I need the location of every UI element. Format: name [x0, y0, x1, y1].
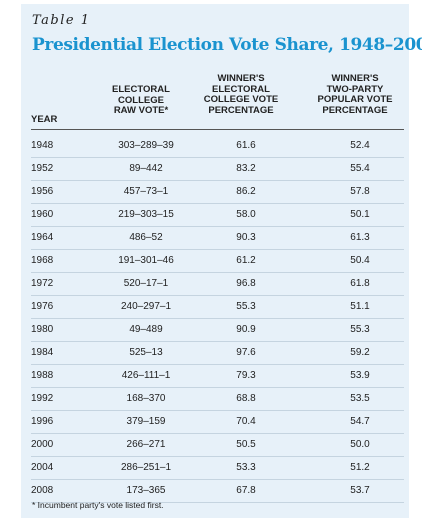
cell-year: 2004 — [31, 462, 54, 473]
cell-electoral-percentage: 55.3 — [236, 301, 256, 312]
cell-year: 1972 — [31, 278, 54, 289]
cell-popular-percentage: 59.2 — [350, 347, 370, 358]
table-row: 1988 426–111–1 79.3 53.9 — [31, 365, 404, 388]
table-row: 1968 191–301–46 61.2 50.4 — [31, 250, 404, 273]
cell-year: 1980 — [31, 324, 54, 335]
cell-electoral-percentage: 61.2 — [236, 255, 256, 266]
cell-electoral-percentage: 97.6 — [236, 347, 256, 358]
cell-popular-percentage: 55.4 — [350, 163, 370, 174]
cell-electoral-raw-vote: 191–301–46 — [118, 255, 174, 266]
cell-year: 1956 — [31, 186, 54, 197]
footnote: * Incumbent party's vote listed first. — [32, 500, 164, 510]
table-row: 1996 379–159 70.4 54.7 — [31, 411, 404, 434]
cell-year: 1988 — [31, 370, 54, 381]
cell-year: 1968 — [31, 255, 54, 266]
table-row: 1980 49–489 90.9 55.3 — [31, 319, 404, 342]
cell-electoral-percentage: 79.3 — [236, 370, 256, 381]
table-panel: Table 1 Presidential Election Vote Share… — [21, 4, 422, 518]
table-row: 1992 168–370 68.8 53.5 — [31, 388, 404, 411]
table-row: 1984 525–13 97.6 59.2 — [31, 342, 404, 365]
cell-electoral-raw-vote: 266–271 — [126, 439, 166, 450]
cell-popular-percentage: 53.5 — [350, 393, 370, 404]
cell-electoral-percentage: 83.2 — [236, 163, 256, 174]
header-rule — [31, 129, 404, 130]
cell-electoral-raw-vote: 219–303–15 — [118, 209, 174, 220]
cell-popular-percentage: 55.3 — [350, 324, 370, 335]
cell-electoral-percentage: 86.2 — [236, 186, 256, 197]
cell-popular-percentage: 50.0 — [350, 439, 370, 450]
table-row: 1952 89–442 83.2 55.4 — [31, 158, 404, 181]
cell-popular-percentage: 52.4 — [350, 140, 370, 151]
table-title: Presidential Election Vote Share, 1948–2… — [32, 35, 422, 55]
cell-year: 1960 — [31, 209, 54, 220]
cell-popular-percentage: 50.4 — [350, 255, 370, 266]
cell-year: 2008 — [31, 485, 54, 496]
cell-electoral-percentage: 58.0 — [236, 209, 256, 220]
cell-year: 1964 — [31, 232, 54, 243]
cell-year: 1976 — [31, 301, 54, 312]
table-body: 1948 303–289–39 61.6 52.4 1952 89–442 83.2 55.4… — [31, 135, 404, 503]
cell-electoral-percentage: 53.3 — [236, 462, 256, 473]
table-row: 1964 486–52 90.3 61.3 — [31, 227, 404, 250]
cell-electoral-percentage: 50.5 — [236, 439, 256, 450]
cell-electoral-raw-vote: 457–73–1 — [123, 186, 169, 197]
table-row: 1972 520–17–1 96.8 61.8 — [31, 273, 404, 296]
cell-year: 1992 — [31, 393, 54, 404]
cell-electoral-raw-vote: 286–251–1 — [120, 462, 172, 473]
cell-electoral-percentage: 96.8 — [236, 278, 256, 289]
cell-electoral-percentage: 68.8 — [236, 393, 256, 404]
cell-electoral-raw-vote: 89–442 — [129, 163, 163, 174]
cell-year: 1952 — [31, 163, 54, 174]
cell-electoral-raw-vote: 426–111–1 — [121, 370, 171, 381]
cell-electoral-raw-vote: 168–370 — [126, 393, 166, 404]
cell-popular-percentage: 51.2 — [350, 462, 370, 473]
cell-year: 1948 — [31, 140, 54, 151]
header-popular-percentage: WINNER'S TWO-PARTY POPULAR VOTE PERCENTA… — [317, 73, 393, 116]
cell-electoral-percentage: 67.8 — [236, 485, 256, 496]
cell-popular-percentage: 53.9 — [350, 370, 370, 381]
table-row: 1960 219–303–15 58.0 50.1 — [31, 204, 404, 227]
table-row: 2000 266–271 50.5 50.0 — [31, 434, 404, 457]
table-row: 1956 457–73–1 86.2 57.8 — [31, 181, 404, 204]
cell-popular-percentage: 50.1 — [350, 209, 370, 220]
table-label: Table 1 — [32, 13, 91, 28]
cell-electoral-raw-vote: 303–289–39 — [118, 140, 174, 151]
table-row: 2008 173–365 67.8 53.7 — [31, 480, 404, 503]
table-row: 1976 240–297–1 55.3 51.1 — [31, 296, 404, 319]
cell-electoral-raw-vote: 520–17–1 — [123, 278, 169, 289]
cell-popular-percentage: 51.1 — [350, 301, 370, 312]
cell-electoral-raw-vote: 173–365 — [126, 485, 166, 496]
table-row: 2004 286–251–1 53.3 51.2 — [31, 457, 404, 480]
cell-popular-percentage: 61.3 — [350, 232, 370, 243]
header-electoral-raw-vote: ELECTORAL COLLEGE RAW VOTE* — [112, 84, 170, 116]
cell-popular-percentage: 57.8 — [350, 186, 370, 197]
cell-popular-percentage: 53.7 — [350, 485, 370, 496]
cell-popular-percentage: 54.7 — [350, 416, 370, 427]
header-year: YEAR — [31, 114, 58, 125]
cell-electoral-percentage: 70.4 — [236, 416, 256, 427]
cell-popular-percentage: 61.8 — [350, 278, 370, 289]
cell-electoral-percentage: 90.9 — [236, 324, 256, 335]
table-row: 1948 303–289–39 61.6 52.4 — [31, 135, 404, 158]
cell-electoral-raw-vote: 49–489 — [129, 324, 163, 335]
header-electoral-percentage: WINNER'S ELECTORAL COLLEGE VOTE PERCENTA… — [203, 73, 279, 116]
cell-electoral-raw-vote: 486–52 — [129, 232, 163, 243]
cell-year: 2000 — [31, 439, 54, 450]
cell-electoral-raw-vote: 379–159 — [126, 416, 166, 427]
cell-year: 1984 — [31, 347, 54, 358]
cell-electoral-percentage: 61.6 — [236, 140, 256, 151]
cell-electoral-raw-vote: 525–13 — [129, 347, 163, 358]
cell-electoral-raw-vote: 240–297–1 — [120, 301, 172, 312]
cell-electoral-percentage: 90.3 — [236, 232, 256, 243]
cell-year: 1996 — [31, 416, 54, 427]
